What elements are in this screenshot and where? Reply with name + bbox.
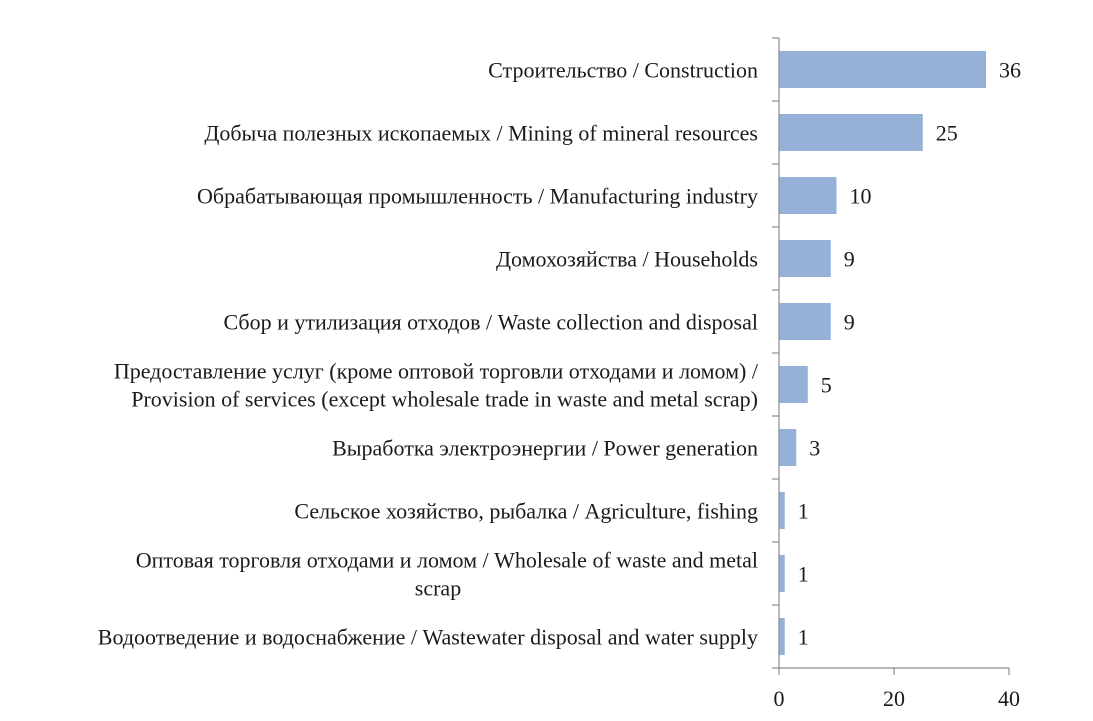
category-label-line: Сельское хозяйство, рыбалка / Agricultur… bbox=[294, 499, 758, 524]
data-label: 3 bbox=[809, 436, 820, 461]
category-label: Оптовая торговля отходами и ломом / Whol… bbox=[136, 548, 758, 601]
category-labels: Строительство / Construction Добыча полез… bbox=[98, 58, 759, 650]
axes: 0 20 40 bbox=[772, 37, 1020, 711]
category-label: Сбор и утилизация отходов / Waste collec… bbox=[223, 310, 758, 335]
bars bbox=[779, 51, 986, 655]
category-label-line: Сбор и утилизация отходов / Waste collec… bbox=[223, 310, 758, 335]
category-label-line: Выработка электроэнергии / Power generat… bbox=[332, 436, 758, 461]
bar bbox=[779, 114, 923, 151]
bar bbox=[779, 303, 831, 340]
category-label: Водоотведение и водоснабжение / Wastewat… bbox=[98, 625, 758, 650]
data-label: 9 bbox=[844, 247, 855, 272]
data-label: 9 bbox=[844, 310, 855, 335]
bar bbox=[779, 366, 808, 403]
bar bbox=[779, 555, 785, 592]
category-label: Предоставление услуг (кроме оптовой торг… bbox=[114, 359, 759, 412]
data-label: 10 bbox=[850, 184, 872, 209]
bar bbox=[779, 51, 986, 88]
x-tick-label: 20 bbox=[883, 686, 905, 711]
category-label-line: Добыча полезных ископаемых / Mining of m… bbox=[204, 121, 758, 146]
category-label-line: Предоставление услуг (кроме оптовой торг… bbox=[114, 359, 759, 384]
category-label: Добыча полезных ископаемых / Mining of m… bbox=[204, 121, 758, 146]
category-label-line: Водоотведение и водоснабжение / Wastewat… bbox=[98, 625, 758, 650]
category-label-line: Строительство / Construction bbox=[488, 58, 758, 83]
category-label: Строительство / Construction bbox=[488, 58, 758, 83]
data-label: 5 bbox=[821, 373, 832, 398]
category-label-line: Обрабатывающая промышленность / Manufact… bbox=[197, 184, 758, 209]
category-label-line: Домохозяйства / Households bbox=[496, 247, 758, 272]
data-label: 1 bbox=[798, 625, 809, 650]
x-tick-label: 40 bbox=[998, 686, 1020, 711]
category-label-line: Provision of services (except wholesale … bbox=[131, 387, 758, 412]
bar bbox=[779, 492, 785, 529]
bar bbox=[779, 177, 837, 214]
data-label: 1 bbox=[798, 562, 809, 587]
data-label: 36 bbox=[999, 58, 1021, 83]
category-label-line: scrap bbox=[415, 576, 461, 601]
bar bbox=[779, 240, 831, 277]
category-label: Выработка электроэнергии / Power generat… bbox=[332, 436, 758, 461]
category-label: Домохозяйства / Households bbox=[496, 247, 758, 272]
data-label: 1 bbox=[798, 499, 809, 524]
bar bbox=[779, 618, 785, 655]
category-label: Обрабатывающая промышленность / Manufact… bbox=[197, 184, 758, 209]
category-label-line: Оптовая торговля отходами и ломом / Whol… bbox=[136, 548, 758, 573]
value-labels: 36 25 10 9 9 5 3 1 1 1 bbox=[798, 58, 1021, 650]
data-label: 25 bbox=[936, 121, 958, 146]
bar bbox=[779, 429, 797, 466]
x-tick-label: 0 bbox=[774, 686, 785, 711]
category-label: Сельское хозяйство, рыбалка / Agricultur… bbox=[294, 499, 758, 524]
